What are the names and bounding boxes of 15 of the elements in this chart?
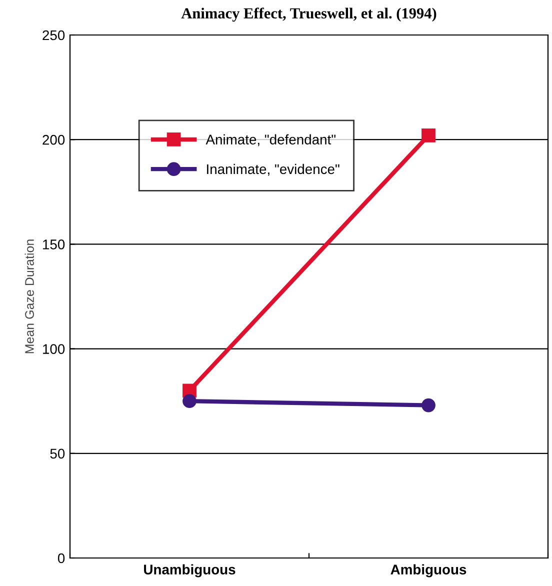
y-tick-label: 0	[58, 553, 65, 564]
point	[422, 128, 436, 142]
y-axis-title: Mean Gaze Duration	[24, 240, 34, 354]
point	[182, 394, 196, 408]
legend-label: Inanimate, "evidence"	[207, 164, 340, 176]
y-tick-label: 100	[43, 344, 65, 354]
x-tick-label: Unambiguous	[144, 564, 236, 578]
y-tick-label: 50	[50, 448, 65, 459]
y-tick-label: 200	[42, 134, 65, 145]
chart-title: Animacy Effect, Trueswell, et al. (1994)	[181, 8, 436, 22]
x-tick-label: Ambiguous	[390, 564, 466, 578]
y-tick-label: 250	[42, 30, 65, 40]
legend-label: Animate, "defendant"	[206, 134, 336, 146]
point	[422, 398, 436, 412]
y-tick-label: 150	[43, 240, 65, 250]
